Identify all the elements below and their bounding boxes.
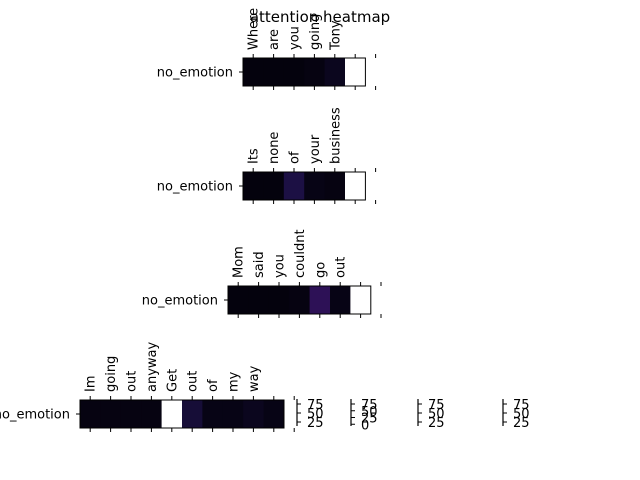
heatmap-cell bbox=[120, 400, 142, 428]
token-label: Its bbox=[247, 148, 262, 164]
heatmap-cell bbox=[243, 172, 264, 200]
token-label: are bbox=[267, 29, 282, 50]
chart-title: attention heatmap bbox=[250, 8, 390, 26]
token-label: you bbox=[273, 254, 288, 278]
heatmap-cell bbox=[345, 172, 366, 200]
token-label: you bbox=[288, 26, 303, 50]
heatmap-cell bbox=[182, 400, 203, 428]
token-label: way bbox=[247, 365, 262, 392]
heatmap-frame bbox=[79, 399, 285, 429]
row-label: no_emotion bbox=[157, 180, 233, 195]
token-label: anyway bbox=[145, 342, 160, 392]
heatmap-cell bbox=[248, 286, 270, 314]
heatmap-panel: no_emotion Where are you going Tony bbox=[157, 8, 377, 90]
heatmap-cell bbox=[243, 58, 264, 86]
heatmap-cell bbox=[283, 58, 305, 86]
colorbar-tick-label: 25 bbox=[307, 416, 324, 431]
colorbar-tick-label: 75 bbox=[513, 398, 530, 413]
heatmap-cell bbox=[324, 172, 346, 200]
row-label: no_emotion bbox=[0, 408, 70, 423]
token-label: business bbox=[328, 107, 343, 164]
heatmap-cell bbox=[100, 400, 122, 428]
token-label: Tony bbox=[328, 20, 343, 51]
heatmap-cell bbox=[283, 172, 305, 200]
colorbar-tick-label: 75 bbox=[307, 398, 324, 413]
heatmap-cell bbox=[263, 58, 285, 86]
heatmap-panel: no_emotion Mom said you couldnt go out bbox=[142, 229, 382, 318]
token-label: of bbox=[288, 151, 303, 164]
colorbar-tick-label: 25 bbox=[513, 416, 530, 431]
token-label: couldnt bbox=[293, 229, 308, 278]
row-label: no_emotion bbox=[157, 66, 233, 81]
token-label: out bbox=[334, 257, 349, 278]
colorbar-tick-label: 25 bbox=[428, 416, 445, 431]
token-label: your bbox=[308, 134, 323, 164]
heatmap-cell bbox=[268, 286, 290, 314]
heatmap-panel: no_emotion Its none of your business bbox=[157, 107, 377, 204]
colorbar-tick-label: 50 bbox=[361, 405, 378, 420]
token-label: Mom bbox=[232, 246, 247, 278]
colorbar-tick-label: 50 bbox=[428, 407, 445, 422]
heatmap-cell bbox=[324, 58, 346, 86]
colorbar-tick-label: 75 bbox=[361, 398, 378, 413]
heatmap-cell bbox=[345, 58, 366, 86]
token-label: Get bbox=[165, 369, 180, 392]
colorbar-tick-label: 25 bbox=[361, 412, 378, 427]
token-label: none bbox=[267, 132, 282, 164]
heatmap-cell bbox=[80, 400, 101, 428]
colorbar-tick-label: 50 bbox=[307, 407, 324, 422]
heatmap-cell bbox=[243, 400, 264, 428]
token-label: Where bbox=[247, 8, 262, 50]
token-label: said bbox=[252, 251, 267, 278]
heatmap-frame bbox=[242, 57, 366, 87]
heatmap-cell bbox=[304, 58, 325, 86]
heatmap-cell bbox=[263, 400, 285, 428]
colorbar-tick-label: 0 bbox=[361, 418, 369, 433]
token-label: out bbox=[125, 371, 140, 392]
heatmap-cell bbox=[228, 286, 249, 314]
heatmap-cell bbox=[304, 172, 325, 200]
heatmap-cell bbox=[161, 400, 183, 428]
colorbar-tick-label: 50 bbox=[513, 407, 530, 422]
heatmap-frame bbox=[242, 171, 366, 201]
token-label: of bbox=[206, 379, 221, 392]
heatmap-cell bbox=[141, 400, 162, 428]
token-label: Im bbox=[84, 376, 99, 393]
heatmap-cell bbox=[350, 286, 372, 314]
heatmap-cell bbox=[289, 286, 310, 314]
heatmap-cell bbox=[330, 286, 351, 314]
token-label: going bbox=[308, 14, 323, 50]
heatmap-cell bbox=[309, 286, 331, 314]
token-label: my bbox=[227, 371, 242, 392]
heatmap-cell bbox=[263, 172, 285, 200]
token-label: out bbox=[186, 371, 201, 392]
token-label: go bbox=[313, 262, 328, 278]
colorbar-tick-label: 75 bbox=[428, 398, 445, 413]
row-label: no_emotion bbox=[142, 294, 218, 309]
heatmap-cell bbox=[202, 400, 224, 428]
heatmap-cell bbox=[222, 400, 244, 428]
token-label: going bbox=[104, 356, 119, 392]
